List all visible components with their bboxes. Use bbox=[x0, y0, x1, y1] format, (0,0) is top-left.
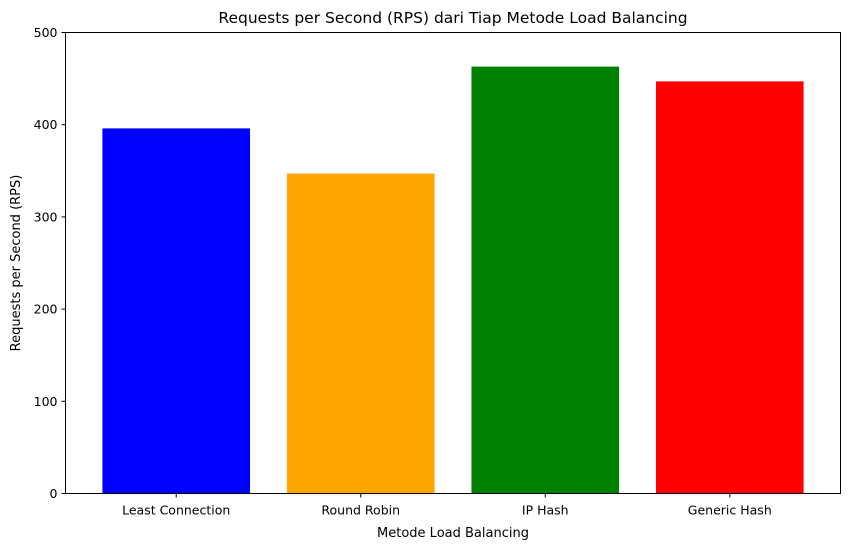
x-tick-label: IP Hash bbox=[522, 503, 569, 518]
plot-frame bbox=[65, 32, 841, 494]
bar-generic-hash bbox=[655, 81, 804, 494]
y-axis-label: Requests per Second (RPS) bbox=[9, 175, 24, 352]
y-tick-label: 0 bbox=[50, 486, 58, 501]
y-tick-label: 400 bbox=[34, 117, 58, 132]
bar-ip-hash bbox=[471, 66, 620, 494]
y-axis-ticks: 0 100 200 300 400 500 bbox=[34, 25, 66, 501]
y-tick-label: 100 bbox=[34, 394, 58, 409]
x-tick-label: Generic Hash bbox=[688, 503, 772, 518]
chart-title: Requests per Second (RPS) dari Tiap Meto… bbox=[218, 9, 687, 27]
bar-least-connection bbox=[102, 128, 251, 494]
y-tick-label: 300 bbox=[34, 209, 58, 224]
bar-round-robin bbox=[286, 173, 435, 494]
x-tick-label: Round Robin bbox=[321, 503, 400, 518]
x-axis-ticks: Least Connection Round Robin IP Hash Generi… bbox=[122, 493, 772, 518]
bars-group bbox=[102, 66, 804, 494]
y-tick-label: 500 bbox=[34, 25, 58, 40]
x-axis-label: Metode Load Balancing bbox=[377, 526, 529, 541]
x-tick-label: Least Connection bbox=[122, 503, 230, 518]
y-tick-label: 200 bbox=[34, 302, 58, 317]
